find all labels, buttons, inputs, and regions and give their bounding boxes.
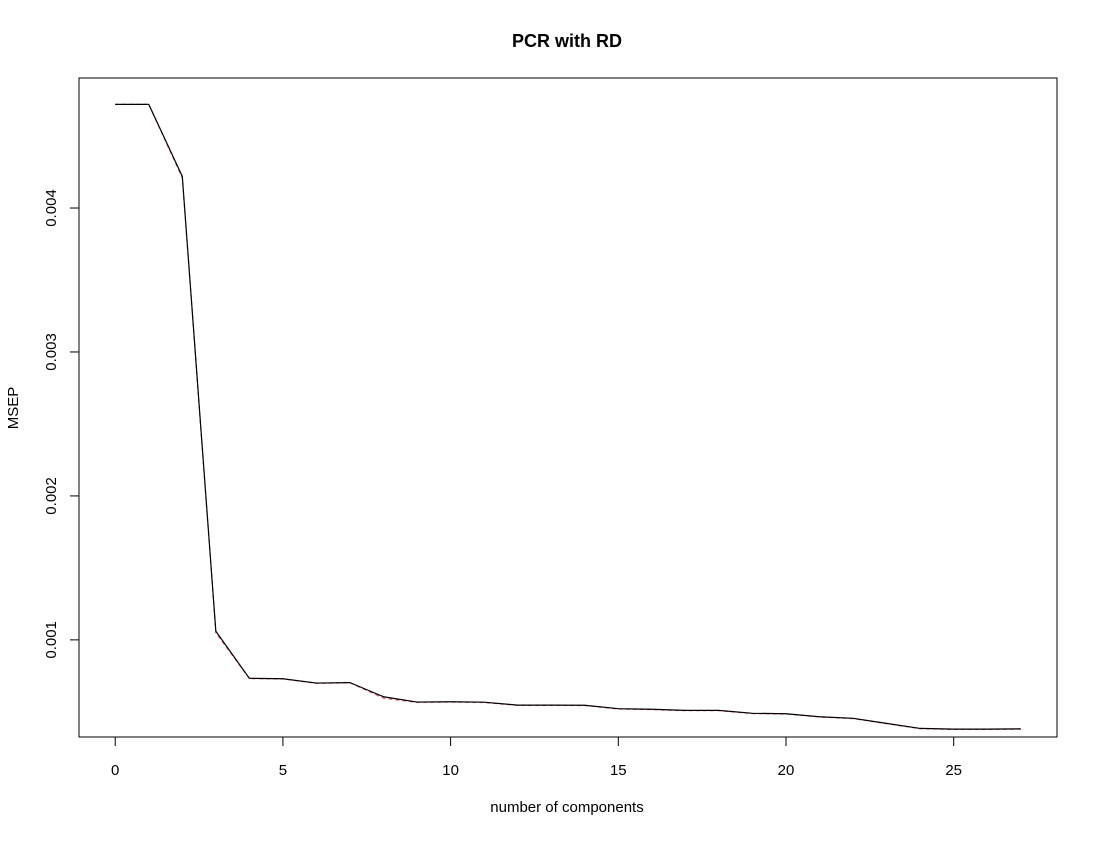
series-layer (115, 103, 1021, 731)
x-tick-label: 20 (778, 762, 795, 779)
plot-frame (78, 77, 1058, 738)
x-axis: 0 5 10 15 20 25 (111, 736, 962, 779)
y-axis-label: MSEP (5, 387, 22, 430)
y-tick-label: 0.003 (43, 333, 60, 371)
x-tick-label: 5 (279, 762, 287, 779)
x-tick-label: 10 (442, 762, 459, 779)
y-tick-label: 0.002 (43, 477, 60, 515)
chart-title: PCR with RD (512, 31, 622, 51)
series-line-dashed-red (115, 103, 1021, 731)
x-tick-label: 0 (111, 762, 119, 779)
x-tick-label: 15 (610, 762, 627, 779)
series-line-solid-black (115, 103, 1021, 730)
y-tick-label: 0.001 (43, 621, 60, 659)
y-axis: 0.001 0.002 0.003 0.004 (43, 189, 80, 659)
y-tick-label: 0.004 (43, 189, 60, 227)
x-tick-label: 25 (945, 762, 962, 779)
x-axis-label: number of components (490, 799, 643, 816)
